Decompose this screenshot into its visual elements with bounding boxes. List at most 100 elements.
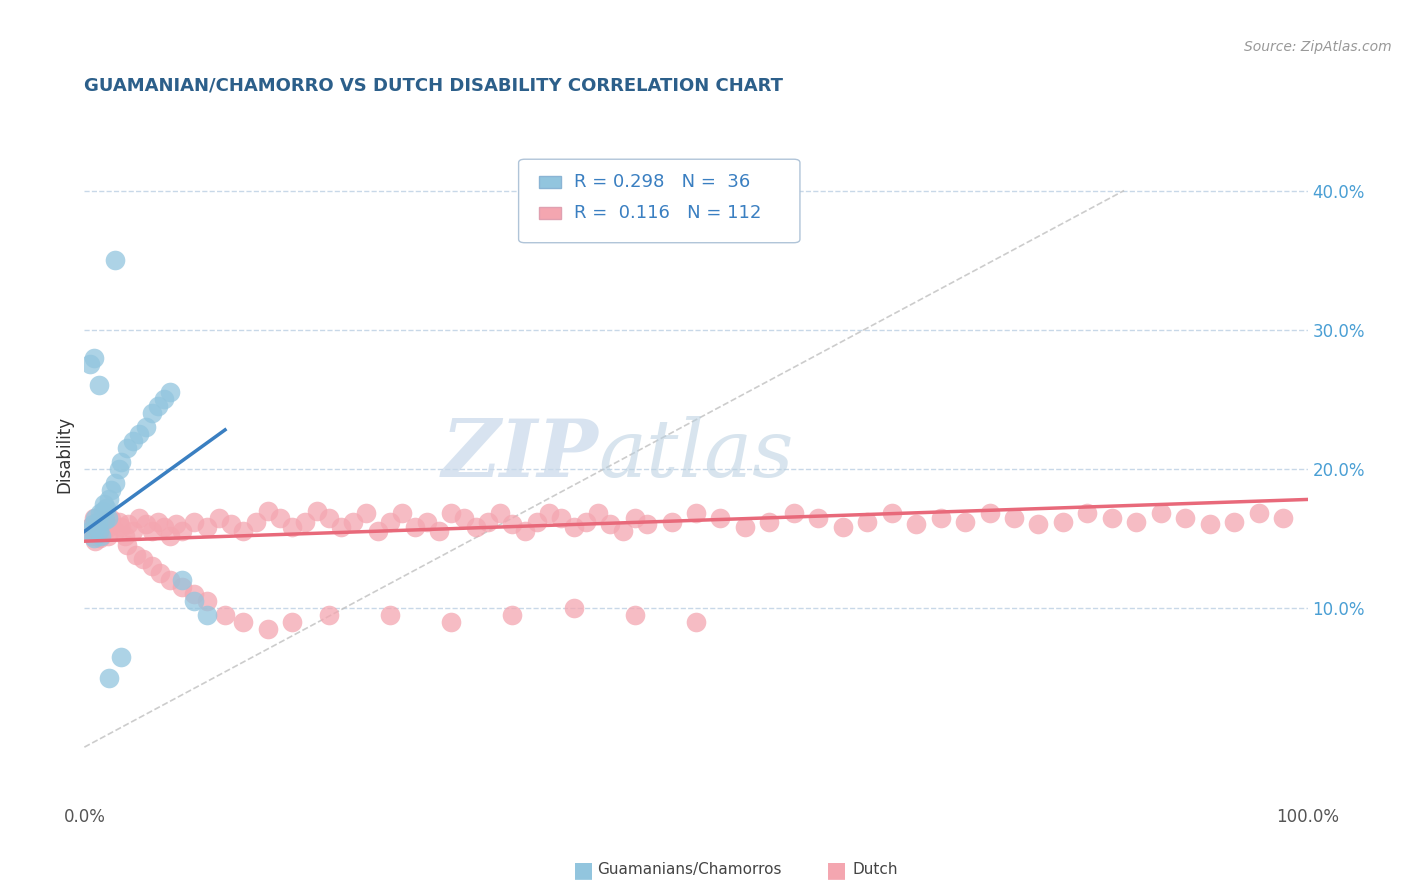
Point bbox=[636, 517, 658, 532]
Point bbox=[281, 520, 304, 534]
Point bbox=[257, 622, 280, 636]
Point bbox=[1076, 507, 1098, 521]
Point bbox=[183, 594, 205, 608]
Text: ■: ■ bbox=[574, 860, 593, 880]
Point bbox=[172, 524, 194, 539]
Point bbox=[477, 515, 499, 529]
Point bbox=[562, 520, 585, 534]
Point bbox=[709, 510, 731, 524]
Point bbox=[464, 520, 486, 534]
Point bbox=[734, 520, 756, 534]
Point bbox=[624, 607, 647, 622]
Text: Source: ZipAtlas.com: Source: ZipAtlas.com bbox=[1244, 40, 1392, 54]
Text: ■: ■ bbox=[827, 860, 846, 880]
Point bbox=[149, 566, 172, 581]
Point bbox=[208, 510, 231, 524]
Point bbox=[135, 420, 157, 434]
Point bbox=[104, 524, 127, 539]
Point bbox=[146, 399, 169, 413]
Point bbox=[159, 385, 181, 400]
Point bbox=[79, 520, 101, 534]
Point bbox=[110, 520, 132, 534]
Point bbox=[107, 515, 129, 529]
Point bbox=[172, 573, 194, 587]
Point bbox=[281, 615, 304, 629]
Point bbox=[141, 559, 163, 574]
Point bbox=[87, 517, 110, 532]
Point bbox=[79, 358, 101, 372]
Point bbox=[318, 607, 340, 622]
Point bbox=[87, 515, 110, 529]
Text: Dutch: Dutch bbox=[852, 863, 897, 877]
Point bbox=[245, 515, 267, 529]
Point bbox=[84, 534, 107, 549]
Text: atlas: atlas bbox=[598, 417, 793, 493]
Point bbox=[115, 538, 138, 552]
Point bbox=[257, 503, 280, 517]
Point bbox=[165, 517, 187, 532]
Point bbox=[97, 528, 120, 542]
Point bbox=[100, 483, 122, 497]
Point bbox=[502, 517, 524, 532]
Text: Guamanians/Chamorros: Guamanians/Chamorros bbox=[598, 863, 782, 877]
Point bbox=[440, 507, 463, 521]
Point bbox=[89, 507, 111, 521]
Point bbox=[100, 512, 122, 526]
Point bbox=[1002, 510, 1025, 524]
Point bbox=[1247, 507, 1270, 521]
Point bbox=[135, 517, 157, 532]
Point bbox=[96, 500, 118, 515]
FancyBboxPatch shape bbox=[540, 207, 561, 219]
Point bbox=[1150, 507, 1173, 521]
Point bbox=[82, 517, 104, 532]
Point bbox=[94, 513, 117, 527]
Point bbox=[489, 507, 512, 521]
Point bbox=[86, 515, 108, 529]
Point bbox=[128, 510, 150, 524]
Text: GUAMANIAN/CHAMORRO VS DUTCH DISABILITY CORRELATION CHART: GUAMANIAN/CHAMORRO VS DUTCH DISABILITY C… bbox=[84, 77, 783, 95]
Point bbox=[1198, 517, 1220, 532]
Point bbox=[661, 515, 683, 529]
Point bbox=[91, 503, 114, 517]
Point bbox=[294, 515, 316, 529]
Point bbox=[232, 524, 254, 539]
Point bbox=[94, 517, 117, 532]
Point bbox=[342, 515, 364, 529]
Point bbox=[89, 532, 111, 546]
Point bbox=[404, 520, 426, 534]
Point bbox=[159, 528, 181, 542]
FancyBboxPatch shape bbox=[519, 159, 800, 243]
Point bbox=[86, 520, 108, 534]
Point bbox=[91, 524, 114, 539]
Point bbox=[83, 351, 105, 365]
Point bbox=[526, 515, 548, 529]
Point bbox=[856, 515, 879, 529]
Point bbox=[453, 510, 475, 524]
Point bbox=[1125, 515, 1147, 529]
Point bbox=[219, 517, 242, 532]
Point bbox=[416, 515, 439, 529]
Point bbox=[83, 510, 105, 524]
Point bbox=[97, 671, 120, 685]
Point bbox=[624, 510, 647, 524]
Point bbox=[79, 524, 101, 539]
Point bbox=[575, 515, 598, 529]
Point bbox=[1272, 510, 1295, 524]
Point bbox=[107, 462, 129, 476]
Point bbox=[104, 475, 127, 490]
Point bbox=[97, 492, 120, 507]
Point bbox=[195, 594, 218, 608]
Point bbox=[195, 520, 218, 534]
Point bbox=[159, 573, 181, 587]
Point bbox=[586, 507, 609, 521]
Point bbox=[114, 528, 136, 542]
Point bbox=[125, 548, 148, 562]
Text: ZIP: ZIP bbox=[441, 417, 598, 493]
Point bbox=[929, 510, 952, 524]
Point bbox=[146, 515, 169, 529]
Point bbox=[1028, 517, 1050, 532]
Point bbox=[380, 607, 402, 622]
Y-axis label: Disability: Disability bbox=[55, 417, 73, 493]
Point bbox=[318, 510, 340, 524]
Point bbox=[87, 524, 110, 539]
